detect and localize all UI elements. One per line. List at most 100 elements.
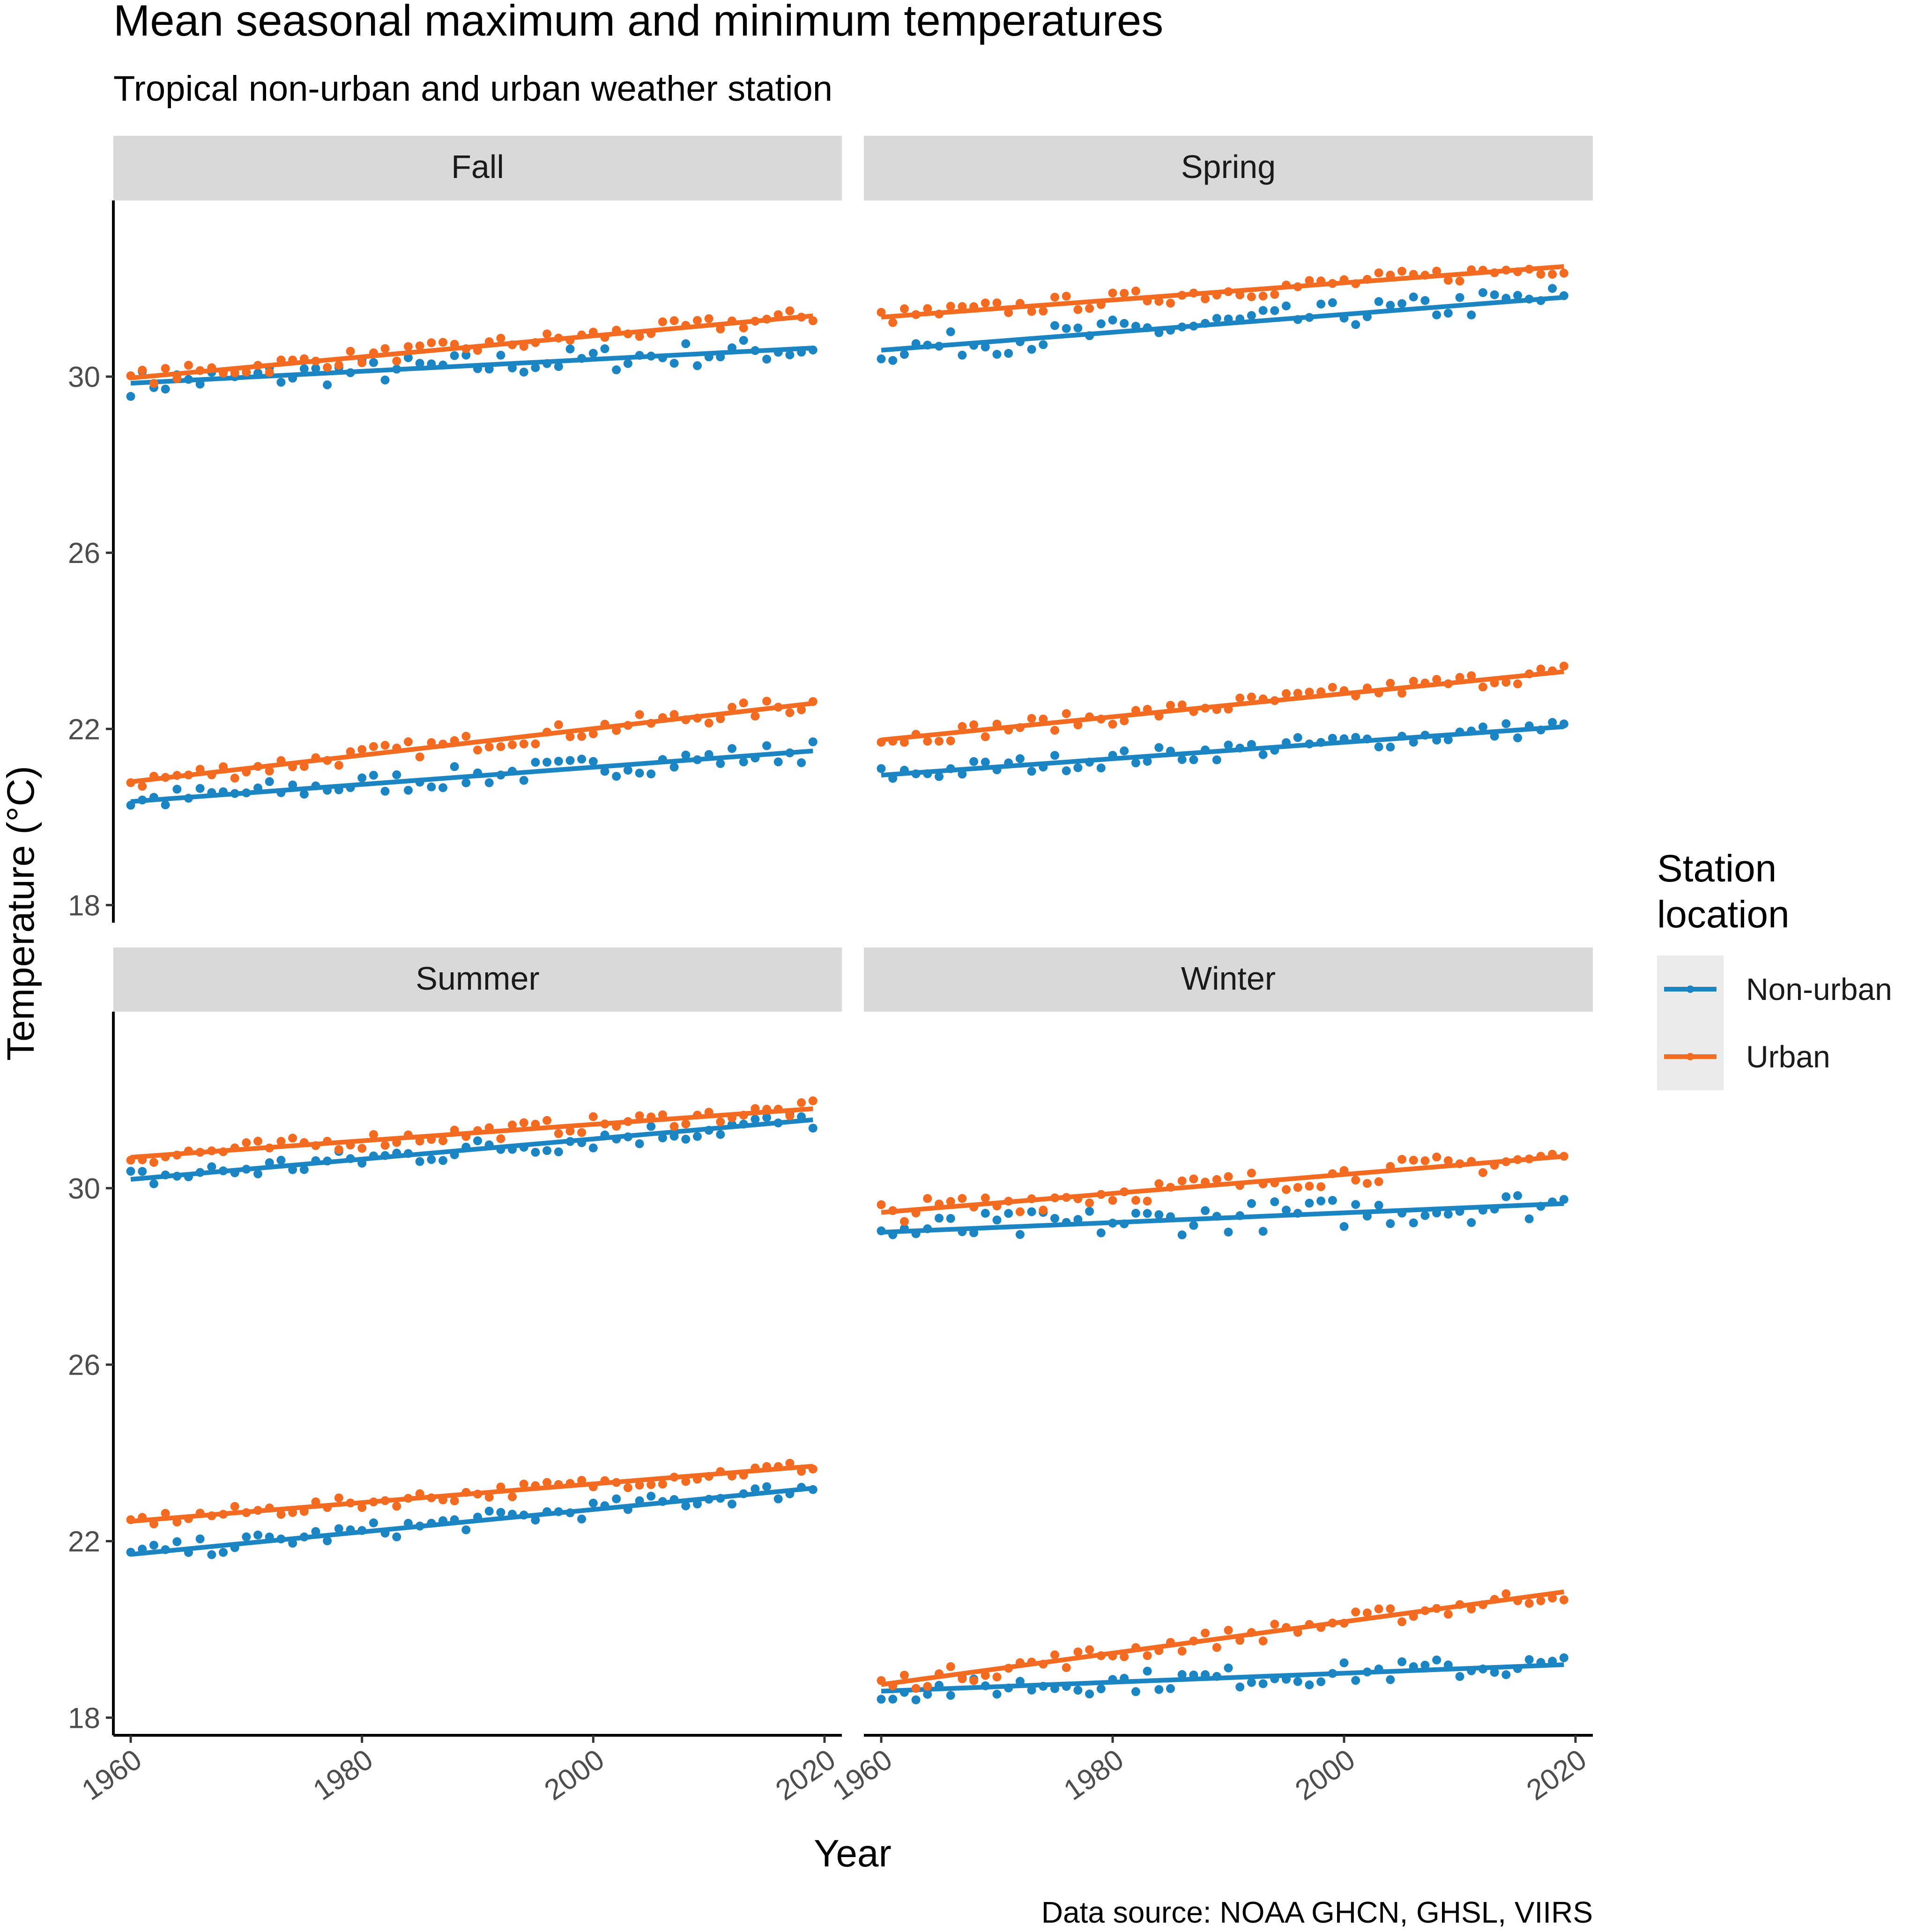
point-urban-min — [531, 739, 540, 748]
fit-line-non-urban-min — [881, 724, 1564, 778]
point-urban-min — [508, 740, 517, 749]
point-non-urban-max — [1282, 1206, 1291, 1215]
point-non-urban-min — [623, 766, 632, 775]
point-urban-max — [334, 1145, 343, 1154]
fit-line-urban-max — [130, 313, 813, 380]
point-non-urban-max — [877, 354, 886, 363]
panel-spring: Spring — [864, 136, 1593, 783]
point-urban-max — [357, 1144, 367, 1153]
point-non-urban-max — [554, 362, 563, 371]
point-urban-min — [969, 1676, 979, 1685]
point-urban-max — [808, 316, 818, 326]
point-non-urban-max — [1039, 340, 1048, 349]
point-non-urban-max — [1270, 306, 1279, 315]
point-non-urban-min — [969, 757, 979, 766]
point-urban-max — [1073, 305, 1083, 314]
point-urban-min — [1120, 716, 1129, 725]
point-non-urban-min — [1559, 1653, 1568, 1662]
point-urban-min — [969, 720, 979, 729]
point-non-urban-max — [1201, 1206, 1210, 1215]
point-non-urban-max — [1062, 324, 1071, 333]
point-urban-max — [1397, 1155, 1406, 1164]
point-non-urban-min — [543, 757, 552, 767]
point-urban-min — [1177, 700, 1187, 710]
point-non-urban-min — [1513, 733, 1522, 742]
point-non-urban-max — [1050, 1214, 1059, 1223]
point-non-urban-max — [647, 1122, 656, 1131]
point-non-urban-min — [1015, 754, 1025, 763]
point-non-urban-min — [299, 790, 309, 799]
point-non-urban-min — [808, 737, 818, 747]
point-urban-min — [1282, 689, 1291, 698]
point-non-urban-min — [1120, 746, 1129, 755]
point-urban-max — [543, 329, 552, 339]
point-urban-min — [751, 711, 760, 721]
point-urban-max — [1351, 1176, 1360, 1185]
point-urban-max — [1027, 307, 1036, 316]
point-non-urban-max — [554, 1147, 563, 1156]
point-urban-min — [1478, 682, 1487, 692]
point-urban-max — [1305, 1182, 1314, 1191]
point-urban-max — [808, 1096, 818, 1105]
point-non-urban-min — [161, 800, 170, 809]
point-non-urban-min — [647, 769, 656, 778]
point-urban-max — [1154, 1179, 1164, 1188]
point-urban-min — [508, 1492, 517, 1502]
point-non-urban-min — [1073, 763, 1083, 772]
strip-label-winter: Winter — [1181, 960, 1276, 997]
point-non-urban-max — [380, 375, 390, 385]
point-non-urban-min — [981, 757, 990, 767]
point-urban-max — [149, 379, 158, 388]
point-urban-max — [1305, 276, 1314, 285]
point-non-urban-max — [531, 363, 540, 372]
point-urban-max — [946, 1197, 955, 1206]
point-urban-min — [461, 732, 471, 741]
point-non-urban-min — [427, 782, 436, 792]
point-urban-max — [1085, 1198, 1094, 1207]
point-non-urban-max — [496, 350, 505, 360]
point-non-urban-min — [1154, 743, 1164, 752]
point-non-urban-max — [1212, 314, 1221, 323]
point-non-urban-max — [461, 350, 471, 360]
y-tick-label: 22 — [68, 713, 100, 746]
y-tick-label: 18 — [68, 889, 100, 922]
point-non-urban-max — [888, 356, 898, 365]
point-non-urban-min — [1386, 1675, 1395, 1684]
point-non-urban-min — [1247, 1678, 1256, 1687]
point-non-urban-min — [762, 1482, 772, 1491]
point-urban-max — [797, 1098, 806, 1107]
point-non-urban-max — [1420, 1211, 1430, 1220]
point-non-urban-min — [265, 777, 274, 786]
point-urban-min — [1559, 661, 1568, 671]
point-urban-min — [161, 1509, 170, 1518]
point-non-urban-min — [762, 741, 772, 750]
point-urban-min — [785, 1458, 795, 1468]
point-non-urban-max — [1247, 1199, 1256, 1208]
point-urban-min — [785, 708, 795, 718]
point-urban-min — [450, 1496, 459, 1505]
point-non-urban-max — [693, 1132, 702, 1141]
point-non-urban-max — [1374, 297, 1383, 306]
point-non-urban-min — [195, 1534, 205, 1544]
point-urban-min — [981, 732, 990, 741]
point-non-urban-min — [519, 776, 528, 785]
point-urban-max — [172, 374, 182, 383]
point-urban-min — [1247, 692, 1256, 702]
point-non-urban-max — [1524, 1214, 1534, 1223]
point-non-urban-min — [728, 1499, 736, 1509]
strip-label-spring: Spring — [1181, 148, 1276, 185]
point-non-urban-min — [1374, 742, 1383, 752]
point-urban-max — [323, 363, 332, 372]
point-urban-max — [1108, 289, 1117, 298]
point-non-urban-min — [1143, 757, 1152, 766]
point-non-urban-max — [1443, 1209, 1453, 1219]
fit-line-non-urban-max — [130, 1117, 813, 1182]
point-non-urban-min — [773, 757, 783, 767]
point-non-urban-min — [612, 772, 621, 781]
fit-line-urban-min — [130, 701, 813, 785]
point-urban-max — [1420, 1156, 1430, 1165]
point-urban-max — [899, 304, 909, 313]
y-tick-label: 30 — [68, 361, 100, 393]
point-non-urban-max — [149, 1179, 158, 1188]
